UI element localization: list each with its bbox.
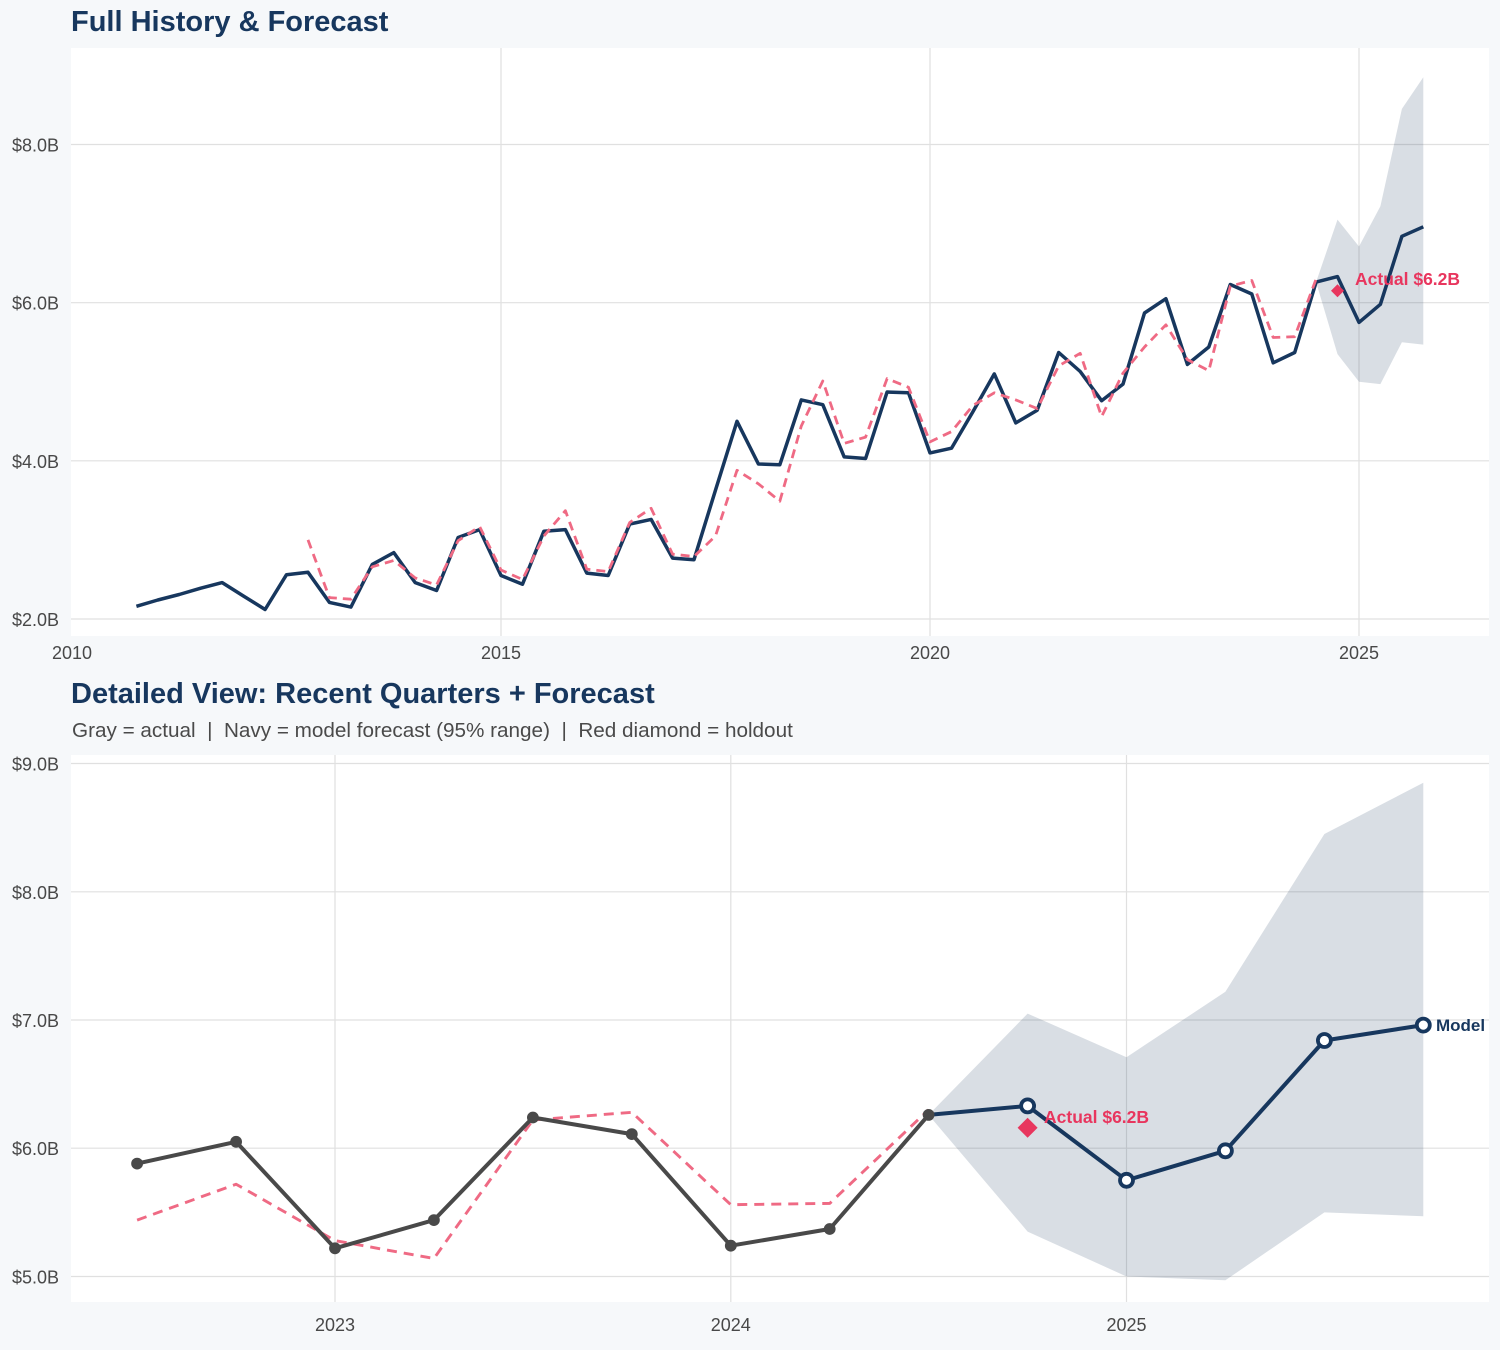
svg-text:$2.0B: $2.0B [12, 610, 59, 630]
svg-text:Model: Model [1436, 1016, 1485, 1035]
svg-text:$8.0B: $8.0B [12, 136, 59, 156]
svg-text:$6.0B: $6.0B [12, 1139, 59, 1159]
svg-text:2025: 2025 [1106, 1315, 1146, 1335]
svg-text:2024: 2024 [711, 1315, 751, 1335]
svg-text:Full History & Forecast: Full History & Forecast [71, 6, 389, 38]
svg-text:Detailed View: Recent Quarters: Detailed View: Recent Quarters + Forecas… [71, 678, 655, 710]
svg-text:$8.0B: $8.0B [12, 883, 59, 903]
svg-text:$7.0B: $7.0B [12, 1011, 59, 1031]
svg-text:2025: 2025 [1339, 643, 1379, 663]
svg-text:2020: 2020 [910, 643, 950, 663]
svg-text:2015: 2015 [481, 643, 521, 663]
svg-text:2010: 2010 [52, 643, 92, 663]
svg-text:$6.0B: $6.0B [12, 294, 59, 314]
svg-text:$4.0B: $4.0B [12, 452, 59, 472]
svg-text:$9.0B: $9.0B [12, 755, 59, 775]
svg-text:2023: 2023 [315, 1315, 355, 1335]
svg-text:Actual $6.2B: Actual $6.2B [1044, 1107, 1149, 1127]
svg-text:Gray = actual | Navy = model: Gray = actual | Navy = model forecast (9… [72, 719, 793, 742]
svg-text:Actual $6.2B: Actual $6.2B [1355, 269, 1460, 289]
svg-text:$5.0B: $5.0B [12, 1268, 59, 1288]
